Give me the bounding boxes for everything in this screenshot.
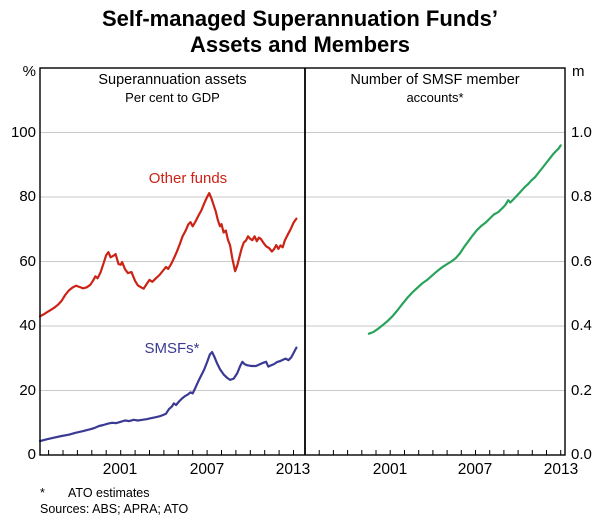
- y-tick-label-0.8: 0.8: [571, 188, 592, 205]
- x-tick-label-left-2013: 2013: [275, 461, 311, 478]
- x-tick-label-right-2001: 2001: [372, 461, 408, 478]
- series-label-smsfs: SMSFs*: [144, 340, 200, 357]
- x-tick-label-left-2007: 2007: [189, 461, 225, 478]
- left-axis-unit: %: [22, 63, 36, 80]
- x-tick-label-left-2001: 2001: [102, 461, 138, 478]
- x-tick-label-right-2013: 2013: [543, 461, 579, 478]
- y-tick-label-80: 80: [19, 188, 36, 205]
- right-axis-unit: m: [572, 63, 585, 80]
- y-tick-label-60: 60: [19, 253, 36, 270]
- right-panel-subheader: accounts*: [406, 90, 464, 105]
- y-tick-label-20: 20: [19, 382, 36, 399]
- left-panel-header: Superannuation assets: [98, 72, 247, 88]
- sources-line: Sources: ABS; APRA; ATO: [40, 502, 189, 516]
- y-tick-label-0.0: 0.0: [571, 446, 592, 463]
- y-tick-label-0.2: 0.2: [571, 382, 592, 399]
- left-panel-subheader: Per cent to GDP: [125, 90, 220, 105]
- y-tick-label-0: 0: [27, 446, 36, 463]
- y-tick-label-1.0: 1.0: [571, 124, 592, 141]
- chart-title-line2: Assets and Members: [189, 32, 411, 57]
- right-panel-header: Number of SMSF member: [350, 72, 520, 88]
- y-tick-label-100: 100: [10, 124, 36, 141]
- y-tick-label-40: 40: [19, 317, 36, 334]
- chart-title-line1: Self-managed Superannuation Funds’: [101, 6, 499, 31]
- x-tick-label-right-2007: 2007: [457, 461, 493, 478]
- y-tick-label-0.6: 0.6: [571, 253, 592, 270]
- footnote-text: ATO estimates: [68, 486, 150, 500]
- footnote-marker: *: [40, 486, 45, 500]
- series-label-other-funds: Other funds: [148, 170, 228, 187]
- y-tick-label-0.4: 0.4: [571, 317, 592, 334]
